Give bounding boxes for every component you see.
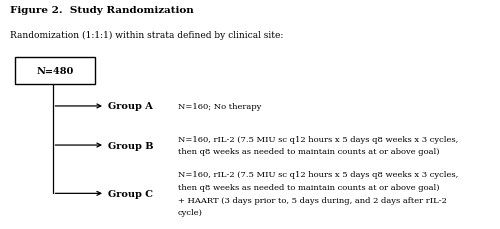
- Text: Group C: Group C: [108, 189, 152, 198]
- Text: N=160; No therapy: N=160; No therapy: [178, 103, 261, 110]
- Text: Figure 2.  Study Randomization: Figure 2. Study Randomization: [10, 6, 194, 15]
- Text: Group A: Group A: [108, 102, 152, 111]
- Text: N=160, rIL-2 (7.5 MIU sc q12 hours x 5 days q8 weeks x 3 cycles,: N=160, rIL-2 (7.5 MIU sc q12 hours x 5 d…: [178, 171, 458, 179]
- Text: cycle): cycle): [178, 208, 203, 216]
- Text: N=480: N=480: [36, 66, 74, 76]
- FancyBboxPatch shape: [15, 57, 95, 85]
- Text: N=160, rIL-2 (7.5 MIU sc q12 hours x 5 days q8 weeks x 3 cycles,: N=160, rIL-2 (7.5 MIU sc q12 hours x 5 d…: [178, 135, 458, 143]
- Text: then q8 weeks as needed to maintain counts at or above goal): then q8 weeks as needed to maintain coun…: [178, 148, 439, 156]
- Text: Randomization (1:1:1) within strata defined by clinical site:: Randomization (1:1:1) within strata defi…: [10, 31, 283, 40]
- Text: Group B: Group B: [108, 141, 153, 150]
- Text: + HAART (3 days prior to, 5 days during, and 2 days after rIL-2: + HAART (3 days prior to, 5 days during,…: [178, 196, 446, 204]
- Text: then q8 weeks as needed to maintain counts at or above goal): then q8 weeks as needed to maintain coun…: [178, 183, 439, 191]
